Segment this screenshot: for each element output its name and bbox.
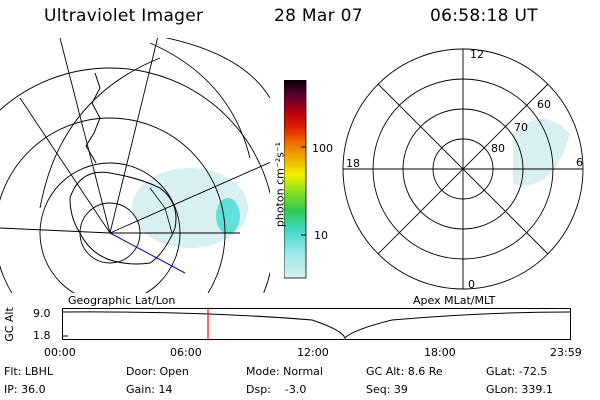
info-glon: GLon: 339.1 [486, 383, 553, 396]
info-mode: Mode: Normal [246, 365, 323, 378]
time-label: 06:58:18 UT [430, 6, 538, 26]
colorbar [284, 80, 307, 279]
colorbar-unit-label: photon cm⁻²s⁻¹ [273, 141, 287, 228]
altitude-ylabel: GC Alt [2, 307, 16, 342]
right-panel-caption: Apex MLat/MLT [413, 294, 496, 307]
altitude-xtick-0: 00:00 [44, 346, 76, 359]
geographic-map [0, 38, 270, 293]
date-label: 28 Mar 07 [274, 6, 363, 26]
altitude-xtick-3: 18:00 [424, 346, 456, 359]
instrument-title: Ultraviolet Imager [44, 6, 204, 26]
altitude-ytick-high: 9.0 [33, 307, 51, 320]
altitude-ytick-low: 1.8 [33, 329, 51, 342]
mlt-label-0: 0 [468, 278, 475, 291]
altitude-plot [62, 308, 571, 340]
altitude-xtick-2: 12:00 [297, 346, 329, 359]
mlt-label-6: 6 [576, 156, 583, 169]
mlat-label-80: 80 [491, 142, 505, 155]
info-gcalt: GC Alt: 8.6 Re [366, 365, 443, 378]
altitude-curve [62, 311, 571, 339]
mlt-label-12: 12 [470, 48, 484, 61]
aurora-glow [132, 168, 248, 248]
info-dsp: Dsp: -3.0 [246, 383, 307, 396]
left-panel-caption: Geographic Lat/Lon [68, 294, 176, 307]
colorbar-tick-100: 100 [312, 142, 333, 155]
altitude-xtick-4: 23:59 [550, 346, 582, 359]
colorbar-tick-10: 10 [314, 229, 328, 242]
info-glat: GLat: -72.5 [486, 365, 548, 378]
info-ip: IP: 36.0 [4, 383, 46, 396]
info-filter: Flt: LBHL [4, 365, 53, 378]
info-door: Door: Open [126, 365, 189, 378]
mlt-label-18: 18 [346, 157, 360, 170]
info-gain: Gain: 14 [126, 383, 173, 396]
info-seq: Seq: 39 [366, 383, 408, 396]
mlat-label-60: 60 [537, 98, 551, 111]
altitude-xtick-1: 06:00 [170, 346, 202, 359]
apex-polar-plot [342, 48, 584, 290]
mlat-label-70: 70 [514, 121, 528, 134]
